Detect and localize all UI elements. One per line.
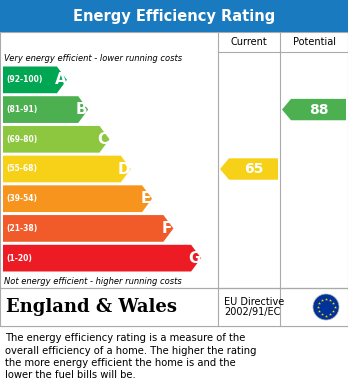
Text: E: E xyxy=(140,191,151,206)
Bar xyxy=(0,0,348,32)
Text: (1-20): (1-20) xyxy=(6,254,32,263)
Text: (69-80): (69-80) xyxy=(6,135,37,144)
Text: Potential: Potential xyxy=(293,37,335,47)
Text: (81-91): (81-91) xyxy=(6,105,37,114)
Polygon shape xyxy=(282,99,346,120)
Polygon shape xyxy=(3,66,67,93)
Polygon shape xyxy=(3,245,201,271)
Text: overall efficiency of a home. The higher the rating: overall efficiency of a home. The higher… xyxy=(5,346,256,355)
Text: F: F xyxy=(162,221,172,236)
Polygon shape xyxy=(3,126,110,152)
Polygon shape xyxy=(3,185,152,212)
Text: the more energy efficient the home is and the: the more energy efficient the home is an… xyxy=(5,358,236,368)
Text: Current: Current xyxy=(231,37,267,47)
Bar xyxy=(0,288,348,326)
Text: lower the fuel bills will be.: lower the fuel bills will be. xyxy=(5,371,136,380)
Polygon shape xyxy=(220,158,278,180)
Text: 2002/91/EC: 2002/91/EC xyxy=(224,307,280,317)
Text: The energy efficiency rating is a measure of the: The energy efficiency rating is a measur… xyxy=(5,333,245,343)
Bar xyxy=(0,32,348,326)
Text: Energy Efficiency Rating: Energy Efficiency Rating xyxy=(73,9,275,23)
Polygon shape xyxy=(3,96,88,123)
Text: (55-68): (55-68) xyxy=(6,165,37,174)
Text: Not energy efficient - higher running costs: Not energy efficient - higher running co… xyxy=(4,277,182,286)
Circle shape xyxy=(313,294,339,320)
Text: (21-38): (21-38) xyxy=(6,224,37,233)
Text: (39-54): (39-54) xyxy=(6,194,37,203)
Text: C: C xyxy=(97,132,109,147)
Text: Very energy efficient - lower running costs: Very energy efficient - lower running co… xyxy=(4,54,182,63)
Polygon shape xyxy=(3,215,173,242)
Text: G: G xyxy=(188,251,201,265)
Text: England & Wales: England & Wales xyxy=(6,298,177,316)
Text: A: A xyxy=(55,72,66,87)
Polygon shape xyxy=(3,156,131,182)
Text: (92-100): (92-100) xyxy=(6,75,42,84)
Text: B: B xyxy=(76,102,87,117)
Text: EU Directive: EU Directive xyxy=(224,297,284,307)
Text: 65: 65 xyxy=(244,162,263,176)
Text: D: D xyxy=(118,161,130,176)
Text: 88: 88 xyxy=(309,102,328,117)
